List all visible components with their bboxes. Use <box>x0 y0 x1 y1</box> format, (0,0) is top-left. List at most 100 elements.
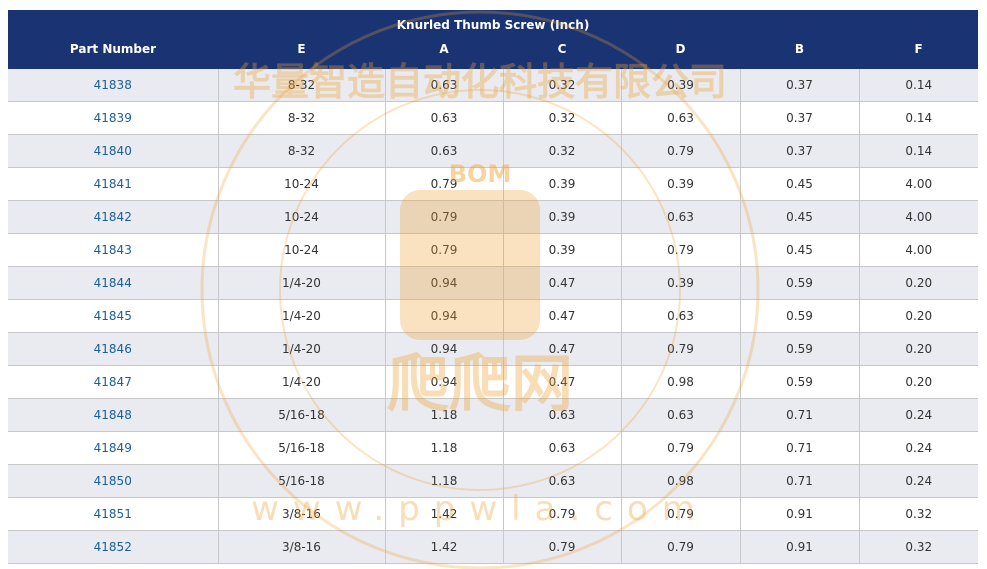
cell-e: 10-24 <box>218 167 386 201</box>
cell-c: 0.79 <box>503 530 622 564</box>
column-header-row: Part Number E A C D B F <box>8 32 979 69</box>
cell-d: 0.79 <box>621 332 741 366</box>
table-row: 41838 8-32 0.63 0.32 0.39 0.37 0.14 <box>8 69 979 102</box>
cell-f: 0.20 <box>859 299 979 333</box>
cell-d: 0.79 <box>621 233 741 267</box>
cell-b: 0.91 <box>740 497 860 531</box>
cell-e: 1/4-20 <box>218 299 386 333</box>
cell-a: 1.42 <box>385 530 504 564</box>
cell-c: 0.47 <box>503 332 622 366</box>
column-header-e: E <box>218 32 385 69</box>
cell-a: 0.79 <box>385 167 504 201</box>
cell-e: 8-32 <box>218 101 386 135</box>
cell-f: 0.24 <box>859 398 979 432</box>
cell-b: 0.45 <box>740 200 860 234</box>
cell-e: 1/4-20 <box>218 266 386 300</box>
part-number-link[interactable]: 41845 <box>8 299 219 333</box>
cell-a: 0.63 <box>385 101 504 135</box>
table-row: 41843 10-24 0.79 0.39 0.79 0.45 4.00 <box>8 233 979 267</box>
cell-e: 10-24 <box>218 200 386 234</box>
part-number-link[interactable]: 41841 <box>8 167 219 201</box>
table-row: 41840 8-32 0.63 0.32 0.79 0.37 0.14 <box>8 134 979 168</box>
table-row: 41849 5/16-18 1.18 0.63 0.79 0.71 0.24 <box>8 431 979 465</box>
cell-c: 0.32 <box>503 69 622 102</box>
cell-d: 0.98 <box>621 464 741 498</box>
spec-table: Knurled Thumb Screw (Inch) Part Number E A… <box>8 10 979 564</box>
cell-d: 0.63 <box>621 101 741 135</box>
cell-a: 0.63 <box>385 134 504 168</box>
table-row: 41847 1/4-20 0.94 0.47 0.98 0.59 0.20 <box>8 365 979 399</box>
table-title-row: Knurled Thumb Screw (Inch) <box>8 10 979 32</box>
cell-a: 1.42 <box>385 497 504 531</box>
cell-f: 0.14 <box>859 101 979 135</box>
part-number-link[interactable]: 41840 <box>8 134 219 168</box>
table-row: 41839 8-32 0.63 0.32 0.63 0.37 0.14 <box>8 101 979 135</box>
cell-a: 0.79 <box>385 200 504 234</box>
cell-e: 8-32 <box>218 69 386 102</box>
cell-a: 0.94 <box>385 299 504 333</box>
column-header-d: D <box>621 32 740 69</box>
cell-b: 0.59 <box>740 365 860 399</box>
part-number-link[interactable]: 41849 <box>8 431 219 465</box>
part-number-link[interactable]: 41843 <box>8 233 219 267</box>
cell-c: 0.47 <box>503 299 622 333</box>
cell-d: 0.63 <box>621 200 741 234</box>
cell-e: 3/8-16 <box>218 530 386 564</box>
cell-f: 4.00 <box>859 233 979 267</box>
cell-e: 10-24 <box>218 233 386 267</box>
cell-a: 0.94 <box>385 332 504 366</box>
cell-a: 0.63 <box>385 69 504 102</box>
part-number-link[interactable]: 41851 <box>8 497 219 531</box>
cell-f: 0.24 <box>859 464 979 498</box>
table-body: 41838 8-32 0.63 0.32 0.39 0.37 0.14 41839 8-32 0.… <box>8 69 979 564</box>
cell-e: 8-32 <box>218 134 386 168</box>
table-row: 41841 10-24 0.79 0.39 0.39 0.45 4.00 <box>8 167 979 201</box>
part-number-link[interactable]: 41852 <box>8 530 219 564</box>
cell-d: 0.39 <box>621 266 741 300</box>
table-row: 41852 3/8-16 1.42 0.79 0.79 0.91 0.32 <box>8 530 979 564</box>
part-number-link[interactable]: 41844 <box>8 266 219 300</box>
cell-f: 0.20 <box>859 365 979 399</box>
cell-d: 0.79 <box>621 431 741 465</box>
table-row: 41845 1/4-20 0.94 0.47 0.63 0.59 0.20 <box>8 299 979 333</box>
column-header-c: C <box>503 32 621 69</box>
part-number-link[interactable]: 41847 <box>8 365 219 399</box>
cell-d: 0.39 <box>621 167 741 201</box>
cell-b: 0.71 <box>740 464 860 498</box>
part-number-link[interactable]: 41846 <box>8 332 219 366</box>
cell-b: 0.59 <box>740 299 860 333</box>
cell-c: 0.39 <box>503 167 622 201</box>
part-number-link[interactable]: 41839 <box>8 101 219 135</box>
cell-c: 0.79 <box>503 497 622 531</box>
part-number-link[interactable]: 41838 <box>8 69 219 102</box>
part-number-link[interactable]: 41842 <box>8 200 219 234</box>
cell-a: 1.18 <box>385 431 504 465</box>
cell-f: 0.20 <box>859 332 979 366</box>
cell-d: 0.63 <box>621 398 741 432</box>
cell-c: 0.32 <box>503 101 622 135</box>
cell-b: 0.37 <box>740 101 860 135</box>
column-header-a: A <box>385 32 503 69</box>
cell-c: 0.63 <box>503 398 622 432</box>
cell-f: 0.32 <box>859 530 979 564</box>
cell-c: 0.32 <box>503 134 622 168</box>
cell-a: 0.94 <box>385 365 504 399</box>
cell-d: 0.39 <box>621 69 741 102</box>
cell-d: 0.63 <box>621 299 741 333</box>
part-number-link[interactable]: 41850 <box>8 464 219 498</box>
part-number-link[interactable]: 41848 <box>8 398 219 432</box>
cell-a: 1.18 <box>385 464 504 498</box>
cell-d: 0.79 <box>621 134 741 168</box>
cell-c: 0.47 <box>503 365 622 399</box>
cell-b: 0.45 <box>740 167 860 201</box>
cell-f: 0.14 <box>859 134 979 168</box>
cell-e: 5/16-18 <box>218 431 386 465</box>
cell-e: 1/4-20 <box>218 365 386 399</box>
table-row: 41842 10-24 0.79 0.39 0.63 0.45 4.00 <box>8 200 979 234</box>
cell-f: 0.24 <box>859 431 979 465</box>
table-row: 41848 5/16-18 1.18 0.63 0.63 0.71 0.24 <box>8 398 979 432</box>
table-row: 41851 3/8-16 1.42 0.79 0.79 0.91 0.32 <box>8 497 979 531</box>
cell-e: 3/8-16 <box>218 497 386 531</box>
cell-b: 0.45 <box>740 233 860 267</box>
column-header-b: B <box>740 32 859 69</box>
